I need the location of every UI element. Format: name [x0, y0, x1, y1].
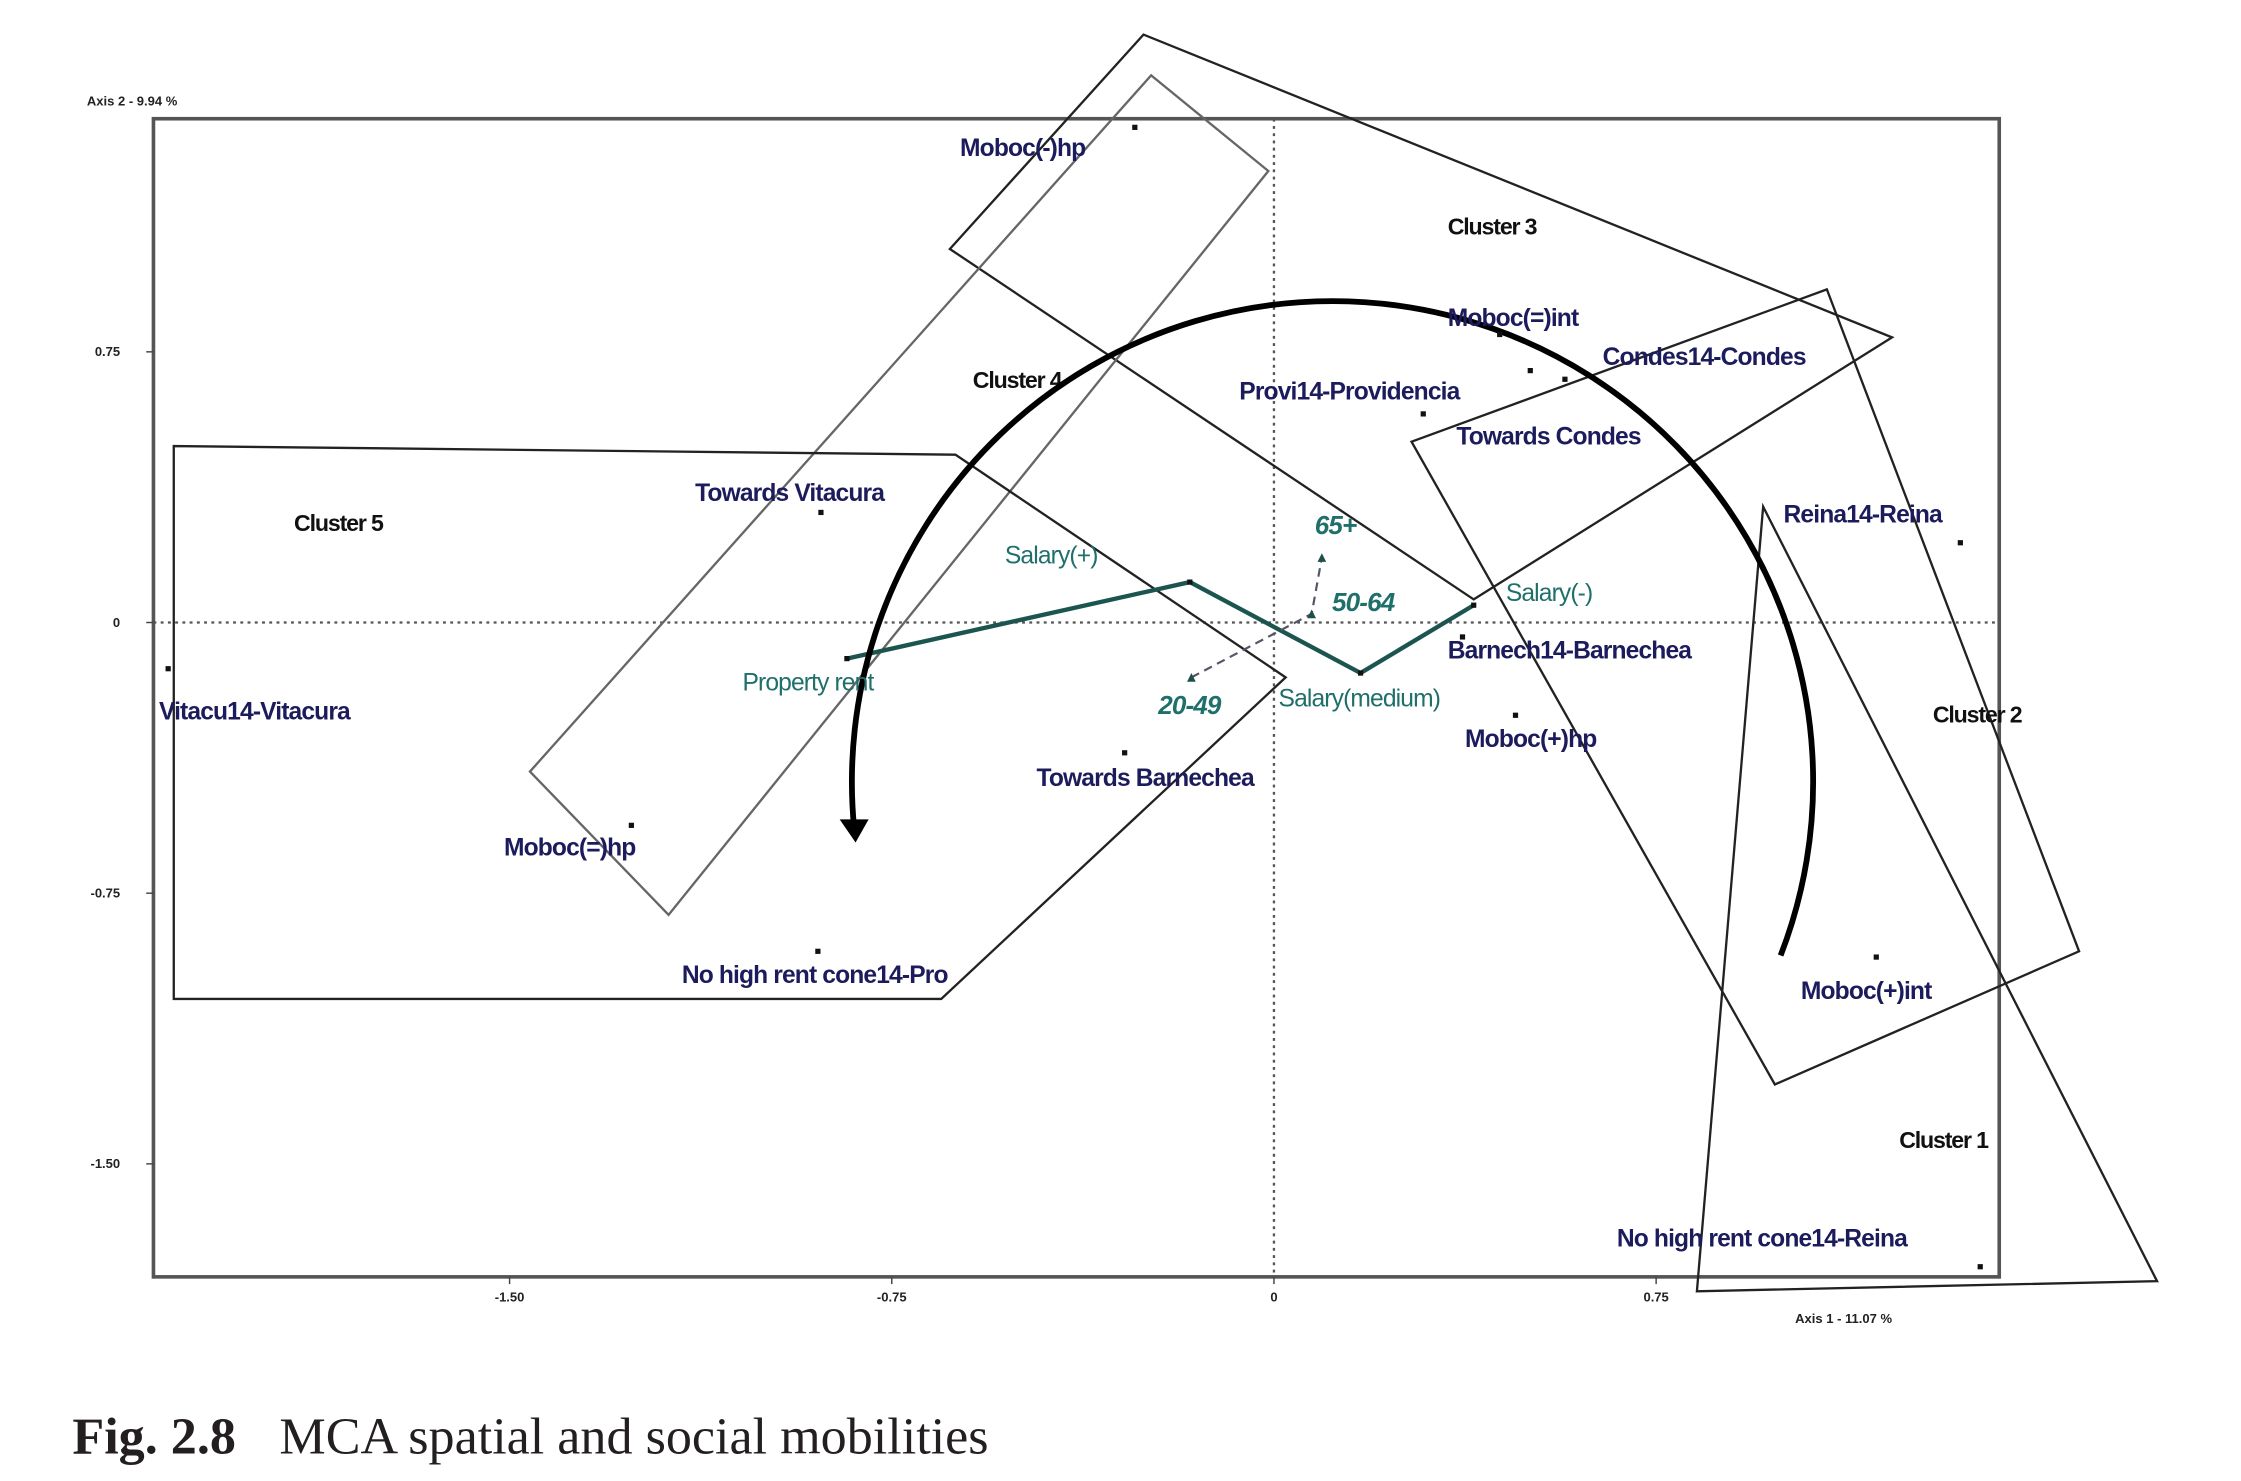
point-label: Provi14-Providencia [1239, 378, 1460, 405]
point-label: Moboc(=)hp [504, 835, 636, 862]
data-point [628, 822, 634, 828]
y-tick-label: 0 [113, 615, 120, 630]
point-label: 65+ [1315, 510, 1357, 540]
point-label: Salary(-) [1506, 580, 1593, 607]
data-point [1420, 411, 1426, 417]
point-label: Property rent [742, 670, 874, 697]
point-label: Towards Vitacura [695, 480, 885, 507]
point-label: Salary(medium) [1279, 686, 1441, 713]
cluster-boundary [528, 73, 1270, 917]
point-label: 20-49 [1157, 690, 1222, 720]
point-label: Salary(+) [1005, 542, 1098, 569]
cluster-label: Cluster 4 [973, 367, 1063, 393]
data-point [1459, 634, 1466, 640]
plot-frame [151, 116, 2002, 1279]
cluster-boundary [948, 33, 1895, 601]
point-label: Moboc(-)hp [960, 135, 1086, 162]
y-tick-label: -1.50 [90, 1156, 120, 1171]
data-point [1132, 124, 1138, 130]
data-point [818, 509, 824, 516]
data-point [1357, 670, 1364, 676]
cluster-label: Cluster 3 [1448, 214, 1538, 240]
data-point [1471, 602, 1477, 608]
cluster-label: Cluster 5 [294, 510, 384, 536]
cluster-boundary [1695, 502, 2159, 1293]
x-tick-label: 0 [1270, 1289, 1277, 1304]
y-axis-title: Axis 2 - 9.94 % [87, 94, 178, 109]
figure-caption-text: MCA spatial and social mobilities [279, 1408, 988, 1465]
data-point [815, 948, 821, 954]
point-label: Reina14-Reina [1784, 502, 1943, 529]
data-point [1187, 673, 1196, 682]
y-tick-label: 0.75 [95, 344, 120, 359]
point-label: 50-64 [1332, 587, 1396, 617]
point-label: Moboc(+)int [1801, 978, 1932, 1005]
x-tick-label: -0.75 [877, 1289, 907, 1304]
point-label: Moboc(+)hp [1465, 726, 1597, 753]
data-point [1497, 331, 1503, 338]
trajectory-arc [849, 298, 1817, 957]
data-point [1562, 376, 1568, 382]
data-point [1512, 712, 1519, 718]
figure-caption: Fig. 2.8 MCA spatial and social mobilitie… [72, 1408, 988, 1465]
x-tick-label: -1.50 [495, 1289, 525, 1304]
y-tick-label: -0.75 [90, 886, 120, 901]
point-label: Condes14-Condes [1603, 344, 1806, 371]
cluster-boundary [172, 444, 1288, 1001]
salary-path [846, 579, 1475, 676]
point-label: Towards Condes [1456, 424, 1640, 451]
point-label: Vitacu14-Vitacura [159, 699, 351, 726]
point-label: Towards Barnechea [1036, 765, 1254, 792]
point-label: Moboc(=)int [1448, 305, 1579, 332]
data-point [1957, 540, 1963, 546]
cluster-label: Cluster 2 [1933, 701, 2022, 727]
data-point [1187, 579, 1193, 585]
arrowhead-icon [839, 819, 869, 843]
data-point [1527, 367, 1533, 374]
cluster-label: Cluster 1 [1899, 1127, 1989, 1153]
cluster-boundary [1409, 287, 2081, 1086]
data-point [1122, 750, 1128, 756]
point-label: No high rent cone14-Reina [1617, 1226, 1908, 1253]
point-label: Barnech14-Barnechea [1448, 638, 1693, 665]
data-point [1977, 1264, 1983, 1270]
point-label: No high rent cone14-Pro [682, 962, 949, 989]
data-point [844, 655, 850, 662]
data-point [1307, 609, 1317, 619]
data-point [1317, 553, 1327, 562]
x-axis-title: Axis 1 - 11.07 % [1795, 1311, 1892, 1326]
data-point [165, 666, 171, 672]
x-tick-label: 0.75 [1643, 1289, 1668, 1304]
data-point [1873, 954, 1879, 960]
figure-number: Fig. 2.8 [72, 1408, 236, 1465]
